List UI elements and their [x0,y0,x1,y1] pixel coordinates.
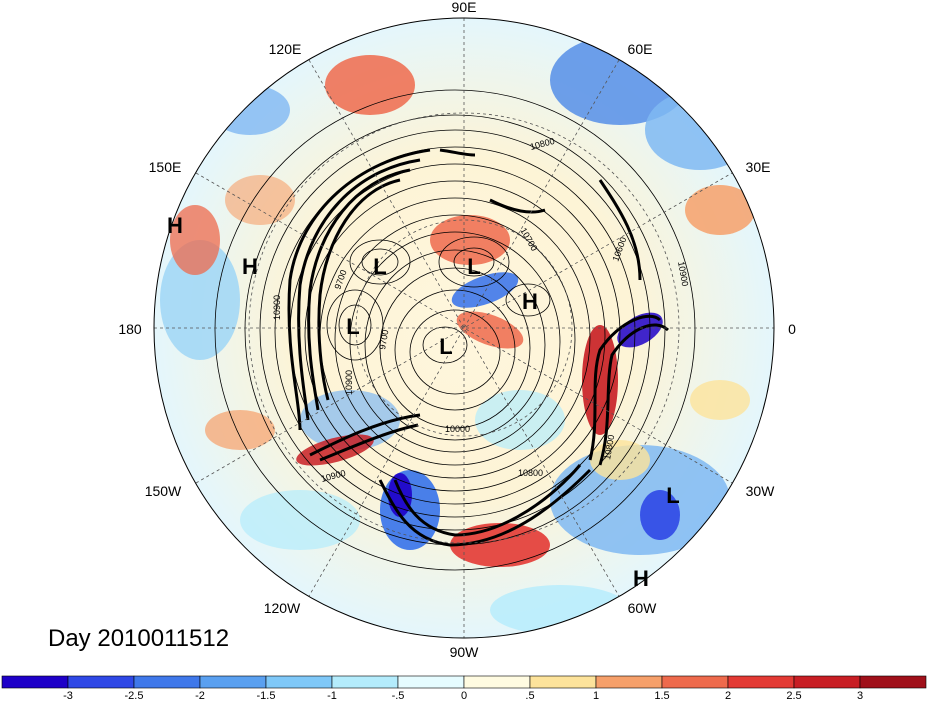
lon-label-60w: 60W [628,600,658,616]
contour-label: 10000 [445,424,470,434]
lon-label-0: 0 [788,321,796,337]
colorbar-tick-label: -1.5 [257,690,276,702]
colorbar-tick-label: .5 [525,690,534,702]
colorbar-swatch [661,675,729,689]
lon-label-120w: 120W [264,600,301,616]
longitude-labels: 90E 120E 60E 150E 30E 180 0 150W 30W 120… [118,0,796,660]
contour-label: 10900 [272,295,282,320]
lon-label-60e: 60E [628,41,653,57]
low-center: L [373,254,386,279]
colorbar-swatch [199,675,267,689]
colorbar-swatch [727,675,795,689]
colorbar-swatch [529,675,597,689]
colorbar-swatch [331,675,399,689]
colorbar-swatch [463,675,531,689]
high-center: H [633,566,649,591]
low-center: L [666,483,679,508]
contour-label: 9700 [377,329,390,350]
height-contours [214,89,696,571]
low-center: L [467,254,480,279]
colorbar-tick-label: 1 [593,690,599,702]
high-center: H [242,254,258,279]
colorbar-tick-label: 2 [725,690,731,702]
colorbar-swatch [67,675,135,689]
lon-label-180: 180 [118,321,142,337]
pressure-centers: H H L L L L H L H [167,213,680,591]
colorbar-tick-label: -3 [63,690,73,702]
colorbar-swatch [595,675,663,689]
colorbar-tick-label: -2.5 [125,690,144,702]
lon-label-90w: 90W [450,644,480,660]
colorbar-swatch [133,675,201,689]
lon-label-120e: 120E [269,41,302,57]
colorbar: -3 -2.5 -2 -1.5 -1 -.5 0 .5 1 1.5 2 2.5 3 [1,675,927,702]
lon-label-150e: 150E [149,159,182,175]
graticule [154,18,774,638]
colorbar-swatch [265,675,333,689]
colorbar-tick-label: 2.5 [786,690,801,702]
low-center: L [346,314,359,339]
lon-label-30e: 30E [746,159,771,175]
map-title: Day 2010011512 [48,625,229,652]
lon-label-150w: 150W [145,483,182,499]
jet-stream-contours [287,148,670,547]
colorbar-tick-label: -1 [327,690,337,702]
colorbar-tick-label: 0 [461,690,467,702]
high-center: H [522,289,538,314]
colorbar-swatch [859,675,927,689]
colorbar-swatch [1,675,69,689]
colorbar-tick-label: -2 [195,690,205,702]
contour-label: 10800 [518,468,543,478]
lon-label-30w: 30W [746,483,776,499]
low-center: L [439,334,452,359]
high-center: H [167,213,183,238]
contour-label: 10900 [344,370,354,395]
contour-label: 10800 [602,434,616,460]
colorbar-tick-label: 1.5 [654,690,669,702]
colorbar-tick-label: -.5 [392,690,405,702]
colorbar-tick-label: 3 [857,690,863,702]
colorbar-swatch [397,675,465,689]
contour-label: 10900 [676,261,690,287]
colorbar-swatch [793,675,861,689]
map-boundary [153,17,775,639]
lon-label-90e: 90E [452,0,477,15]
